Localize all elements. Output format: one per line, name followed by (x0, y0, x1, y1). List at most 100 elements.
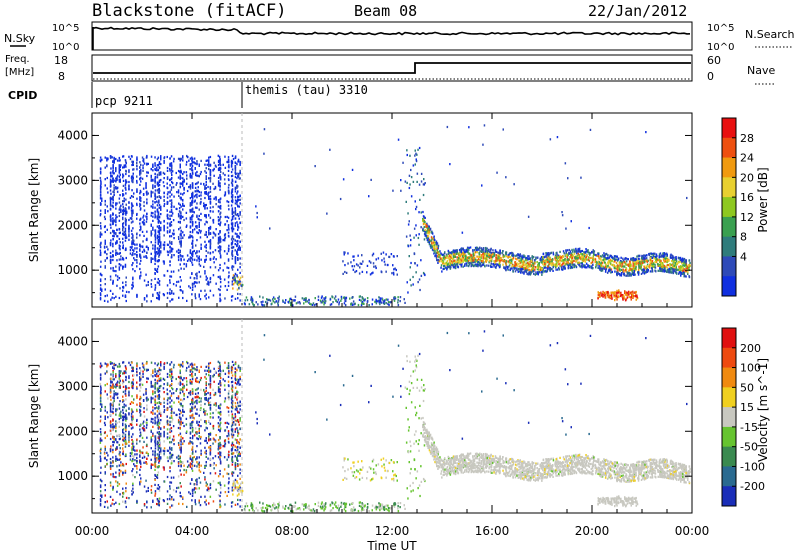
power-pixel (415, 205, 418, 208)
power-pixel (467, 249, 469, 252)
power-pixel (182, 180, 184, 183)
power-pixel (120, 258, 122, 261)
power-pixel (115, 157, 117, 161)
power-pixel (588, 251, 590, 254)
power-pixel (640, 266, 642, 269)
power-pixel (520, 264, 522, 267)
power-pixel (417, 281, 419, 284)
power-pixel (672, 272, 674, 275)
power-pixel (208, 233, 210, 236)
power-pixel (434, 249, 436, 253)
power-pixel (120, 255, 122, 258)
power-pixel (156, 173, 159, 176)
power-pixel (510, 262, 512, 265)
power-pixel (514, 261, 516, 264)
power-pixel (122, 265, 124, 269)
power-pixel (436, 251, 439, 254)
power-pixel (474, 263, 477, 266)
power-pixel (555, 265, 558, 268)
power-pixel (119, 178, 121, 181)
power-pixel (119, 245, 121, 248)
power-pixel (581, 249, 583, 253)
power-pixel (228, 244, 230, 247)
power-pixel (527, 263, 530, 266)
power-pixel (529, 273, 532, 276)
power-pixel (113, 193, 115, 197)
power-pixel (227, 159, 230, 162)
power-pixel (625, 257, 627, 260)
power-pixel (139, 189, 142, 192)
power-pixel (667, 268, 669, 271)
power-pixel (212, 257, 215, 260)
power-pixel (223, 262, 226, 265)
power-pixel (616, 255, 618, 258)
power-pixel (182, 255, 184, 258)
power-pixel (507, 254, 509, 257)
power-pixel (219, 158, 221, 161)
power-pixel (193, 195, 196, 198)
power-pixel (200, 212, 202, 215)
power-pixel (622, 261, 625, 264)
power-pixel (219, 231, 221, 234)
power-pixel (468, 258, 471, 261)
power-pixel (142, 167, 144, 170)
power-pixel (609, 254, 611, 257)
power-pixel (150, 282, 152, 286)
power-pixel (146, 295, 148, 298)
power-pixel (430, 231, 433, 234)
power-pixel (131, 254, 133, 257)
power-pixel (665, 269, 667, 272)
power-pixel (685, 261, 687, 264)
power-pixel (424, 229, 427, 232)
power-pixel (237, 297, 239, 300)
power-pixel (150, 224, 152, 227)
power-pixel (547, 252, 550, 255)
power-pixel (160, 242, 162, 245)
power-pixel (234, 209, 237, 212)
power-pixel (136, 157, 138, 161)
power-pixel (355, 270, 358, 273)
power-pixel (171, 214, 173, 217)
power-pixel (440, 252, 442, 255)
power-pixel (681, 257, 684, 260)
power-pixel (424, 220, 426, 224)
power-pixel (179, 159, 181, 162)
power-pixel (615, 266, 617, 269)
power-pixel (477, 255, 480, 258)
power-pixel (413, 252, 416, 256)
power-pixel (591, 260, 594, 264)
power-pixel (198, 163, 200, 166)
power-pixel (456, 262, 459, 265)
power-pixel (259, 295, 261, 298)
power-pixel (163, 204, 165, 208)
power-pixel (250, 296, 253, 299)
power-pixel (621, 294, 624, 297)
power-pixel (353, 265, 356, 268)
power-pixel (158, 280, 161, 283)
power-pixel (134, 243, 136, 246)
power-pixel (519, 253, 521, 256)
power-pixel (582, 259, 585, 262)
power-pixel (526, 257, 528, 260)
station-title: Blackstone (fitACF) (92, 1, 286, 21)
power-pixel (475, 264, 477, 268)
power-pixel (320, 299, 322, 302)
power-pixel (109, 196, 112, 199)
power-pixel (194, 190, 196, 193)
power-pixel (668, 264, 671, 267)
power-pixel (490, 259, 493, 262)
power-pixel (443, 265, 445, 268)
power-pixel (583, 264, 585, 267)
power-pixel (146, 193, 148, 196)
power-pixel (163, 191, 165, 194)
power-pixel (171, 247, 174, 251)
power-pixel (157, 182, 160, 185)
power-pixel (239, 162, 241, 165)
power-pixel (132, 236, 134, 239)
power-pixel (488, 249, 490, 252)
power-pixel (498, 251, 500, 255)
power-pixel (679, 265, 682, 268)
power-pixel (175, 284, 177, 287)
power-pixel (422, 183, 425, 186)
power-pixel (122, 216, 124, 219)
